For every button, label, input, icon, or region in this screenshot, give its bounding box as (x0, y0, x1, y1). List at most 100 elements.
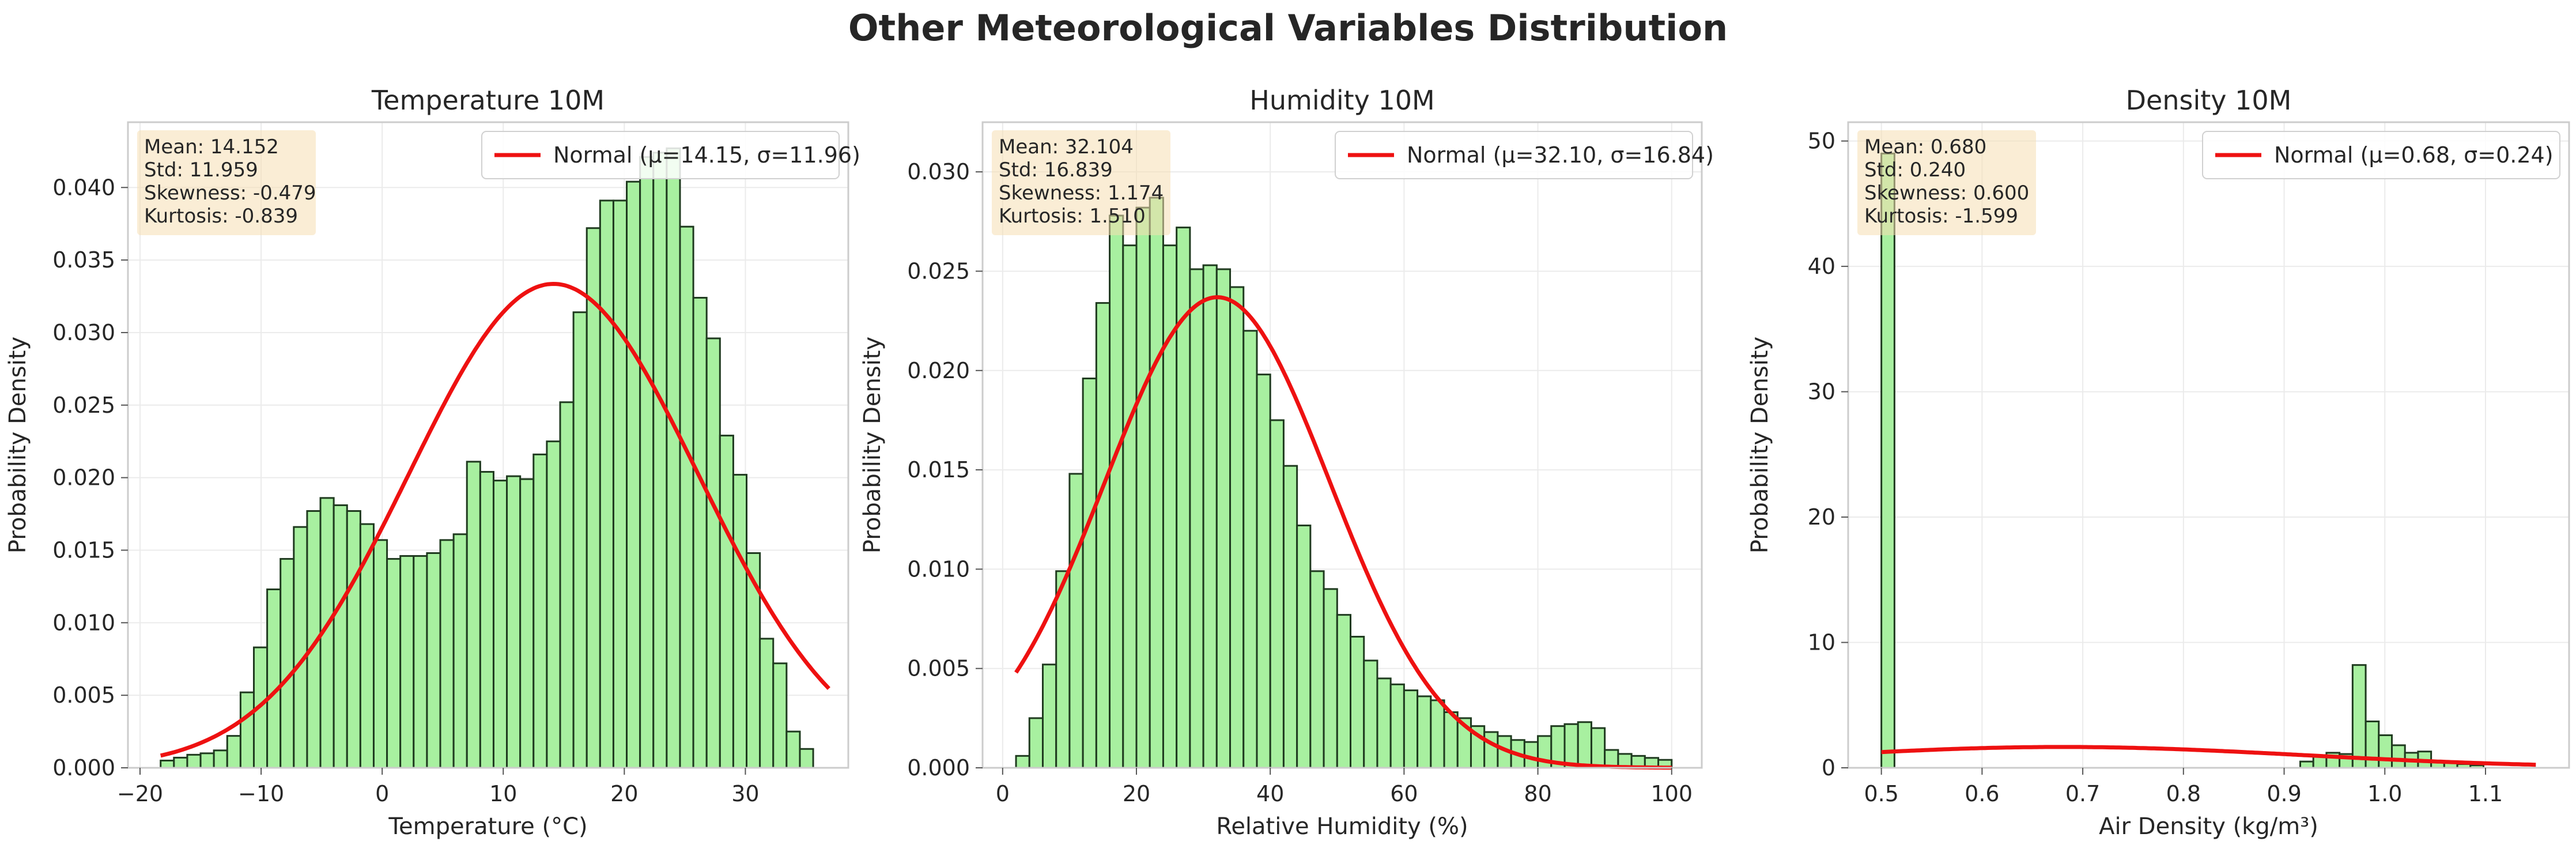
histogram-bar (626, 180, 641, 769)
x-tick-label: 20 (1123, 781, 1150, 806)
histogram-bar (1095, 302, 1111, 769)
histogram-bar (599, 199, 614, 769)
histogram-bar (1082, 378, 1097, 769)
x-tick-label: 0.5 (1864, 781, 1898, 806)
histogram-bar (799, 748, 814, 769)
histogram-bar (293, 526, 308, 769)
x-tick-label: 0.8 (2166, 781, 2201, 806)
y-tick-label: 0.020 (907, 358, 970, 383)
stats-box (992, 130, 1170, 235)
x-axis-label: Temperature (°C) (388, 813, 587, 840)
histogram-bar (1189, 268, 1204, 769)
stats-line: Kurtosis: -0.839 (144, 205, 298, 228)
histogram-bar (519, 478, 535, 769)
histogram-bar (346, 510, 361, 769)
chart-title: Density 10M (2126, 85, 2292, 116)
y-tick-label: 0.040 (52, 175, 115, 200)
x-tick-label: 80 (1524, 781, 1551, 806)
histogram-bar (532, 453, 548, 769)
histogram-bar (439, 539, 455, 769)
chart-title: Humidity 10M (1249, 85, 1434, 116)
histogram-bar (546, 440, 561, 769)
histogram-bar (1176, 227, 1191, 769)
histogram-bar (1215, 268, 1232, 769)
histogram-bar (1109, 214, 1124, 769)
histogram-bar (1055, 570, 1071, 769)
histogram-bar (1403, 689, 1419, 769)
histogram-bar (213, 749, 228, 769)
legend-box (1335, 131, 1693, 179)
humidity-chart: 0 20 40 60 80 100 0.000 0.005 0.010 0.015 0.020 0.0… (859, 85, 1714, 840)
chart-title: Temperature 10M (371, 85, 605, 116)
y-tick-label: 0.015 (52, 537, 115, 563)
histogram-bar (692, 297, 708, 769)
y-tick-label: 0.030 (907, 159, 970, 184)
stats-box (1857, 130, 2036, 235)
histogram-bar (479, 471, 494, 769)
stats-line: Skewness: 1.174 (999, 182, 1164, 205)
histogram-bar (386, 558, 402, 769)
normal-fit-curve (160, 281, 830, 758)
histogram-bar (399, 555, 415, 769)
histogram-bar (612, 199, 628, 769)
y-axis-label: Probability Density (5, 337, 31, 553)
histogram-bar (1417, 695, 1432, 769)
y-tick-label: 0.030 (52, 320, 115, 345)
legend-label: Normal (μ=14.15, σ=11.96) (553, 142, 860, 168)
histogram-bar (1269, 419, 1285, 769)
stats-line: Mean: 14.152 (144, 135, 279, 159)
x-tick-label: 0 (375, 781, 389, 806)
histogram-bar (426, 552, 441, 769)
axes-frame (1847, 121, 2570, 769)
y-tick-label: 0.000 (52, 755, 115, 780)
stats-line: Kurtosis: -1.599 (1864, 205, 2018, 228)
x-tick-label: 1.1 (2468, 781, 2503, 806)
stats-line: Mean: 0.680 (1864, 135, 1986, 159)
x-tick-label: 0 (996, 781, 1010, 806)
y-tick-label: 20 (1808, 504, 1835, 530)
histogram-bar (666, 147, 681, 769)
y-tick-label: 0.020 (52, 465, 115, 491)
histogram-bar (1282, 465, 1298, 769)
y-tick-label: 0.025 (52, 393, 115, 418)
histogram-bar (1296, 525, 1312, 769)
y-tick-label: 0 (1822, 755, 1835, 780)
y-axis-label: Probability Density (859, 337, 886, 553)
histogram-bar (772, 662, 788, 769)
histogram-bar (559, 401, 575, 769)
y-tick-label: 30 (1808, 379, 1835, 405)
legend-box (481, 131, 840, 179)
x-tick-label: 0.6 (1965, 781, 1999, 806)
x-tick-label: −20 (117, 781, 163, 806)
stats-box (137, 130, 316, 235)
x-tick-label: 10 (489, 781, 517, 806)
figure-title: Other Meteorological Variables Distribut… (848, 7, 1728, 49)
stats-line: Mean: 32.104 (999, 135, 1134, 159)
histogram-bar (1563, 723, 1579, 769)
x-tick-label: 60 (1390, 781, 1418, 806)
y-tick-label: 0.025 (907, 258, 970, 284)
histogram-bar (1202, 264, 1218, 769)
y-tick-label: 0.015 (907, 457, 970, 482)
histogram-bar (572, 311, 588, 769)
histogram-bar (1015, 755, 1030, 769)
temperature-chart: −20 −10 0 10 20 30 0.000 0.005 0.010 0.015 0.020 0.… (5, 85, 860, 840)
histogram-bar (1430, 699, 1445, 769)
histogram-bar (372, 539, 388, 769)
histogram-bar (466, 461, 481, 769)
y-tick-label: 0.010 (52, 610, 115, 635)
legend-box (2202, 131, 2560, 179)
histogram-bar (1068, 473, 1084, 769)
histogram-bar (1389, 683, 1405, 769)
x-axis-label: Relative Humidity (%) (1216, 813, 1468, 840)
x-tick-label: 1.0 (2367, 781, 2402, 806)
histogram-bar (1028, 717, 1044, 769)
x-tick-label: 0.7 (2065, 781, 2100, 806)
histogram-bar (1309, 570, 1325, 769)
histogram-bar (1149, 197, 1164, 769)
histogram-bar (1229, 286, 1245, 769)
legend-label: Normal (μ=0.68, σ=0.24) (2274, 142, 2554, 168)
histogram-bar (2390, 744, 2406, 769)
histogram-bar (239, 691, 255, 769)
